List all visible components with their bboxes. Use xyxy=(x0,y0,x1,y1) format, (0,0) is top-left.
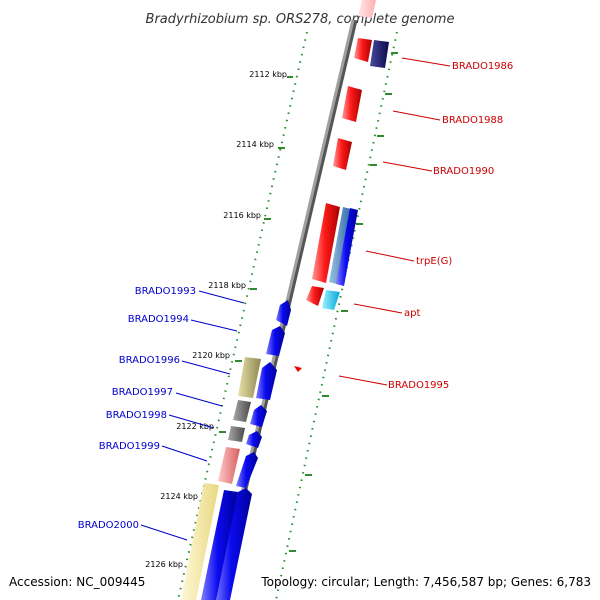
gene-trpd-like xyxy=(329,207,351,284)
leader-lines-reverse xyxy=(140,290,245,541)
gene-brado1986 xyxy=(354,38,372,62)
gene-trpe-g xyxy=(312,203,340,283)
gene-brado1999-blue xyxy=(246,431,262,448)
gene-apt-neighbor xyxy=(322,290,340,310)
kbp-label-2126: 2126 kbp xyxy=(145,560,183,569)
label-brado1996: BRADO1996 xyxy=(119,355,180,366)
kbp-label-2120: 2120 kbp xyxy=(192,351,230,360)
gene-labels-forward: BRADO1986 BRADO1988 BRADO1990 trpE(G) ap… xyxy=(388,61,513,391)
gene-apt xyxy=(306,286,324,306)
accession-text: Accession: NC_009445 xyxy=(9,575,145,589)
topology-text: Topology: circular; Length: 7,456,587 bp… xyxy=(260,575,591,589)
label-brado1990: BRADO1990 xyxy=(433,166,494,177)
forward-strand-genes xyxy=(294,0,389,372)
label-brado1995: BRADO1995 xyxy=(388,380,449,391)
label-apt: apt xyxy=(404,308,420,319)
kbp-label-2124: 2124 kbp xyxy=(160,492,198,501)
label-brado1999: BRADO1999 xyxy=(99,441,160,452)
kbp-label-2114: 2114 kbp xyxy=(236,140,274,149)
label-brado1993: BRADO1993 xyxy=(135,286,196,297)
gene-labels-reverse: BRADO1993 BRADO1994 BRADO1996 BRADO1997 … xyxy=(78,286,196,531)
gene-adjacent-blue xyxy=(336,208,358,286)
gene-brado1997 xyxy=(233,400,251,422)
gene-brado1990 xyxy=(333,138,352,170)
kbp-label-2118: 2118 kbp xyxy=(208,281,246,290)
gene-brado2000-blue xyxy=(214,488,252,600)
kbp-labels: 2112 kbp 2114 kbp 2116 kbp 2118 kbp 2120… xyxy=(145,70,287,569)
genome-title: Bradyrhizobium sp. ORS278, complete geno… xyxy=(146,12,455,27)
label-trpe-g: trpE(G) xyxy=(416,256,452,267)
gene-brado1995 xyxy=(294,366,302,372)
leader-lines-forward xyxy=(338,57,451,386)
gene-brado2001-blue xyxy=(201,490,238,600)
ruler-forward-dotted-line xyxy=(275,31,398,600)
label-brado1988: BRADO1988 xyxy=(442,115,503,126)
label-brado1986: BRADO1986 xyxy=(452,61,513,72)
gene-brado1998-gray xyxy=(228,426,245,442)
gene-brado1993 xyxy=(276,300,291,326)
label-brado1998: BRADO1998 xyxy=(106,410,167,421)
gene-brado1999 xyxy=(218,447,240,484)
gene-brado1996 xyxy=(238,357,261,398)
gene-blue-1999b xyxy=(236,452,258,488)
kbp-label-2122: 2122 kbp xyxy=(176,422,214,431)
gene-forward-partial xyxy=(358,0,376,18)
kbp-label-2116: 2116 kbp xyxy=(223,211,261,220)
reverse-strand-genes xyxy=(181,300,291,600)
label-brado1994: BRADO1994 xyxy=(128,314,189,325)
gene-brado1994 xyxy=(266,326,285,356)
label-brado1997: BRADO1997 xyxy=(112,387,173,398)
gene-brado1987 xyxy=(370,40,389,68)
ruler-ticks-right xyxy=(289,52,398,552)
gene-brado1988 xyxy=(342,86,362,122)
gene-brado1998 xyxy=(250,405,267,427)
gene-brado2000 xyxy=(181,483,219,600)
kbp-label-2112: 2112 kbp xyxy=(249,70,287,79)
gene-brado1996-blue xyxy=(256,362,277,400)
label-brado2000: BRADO2000 xyxy=(78,520,139,531)
